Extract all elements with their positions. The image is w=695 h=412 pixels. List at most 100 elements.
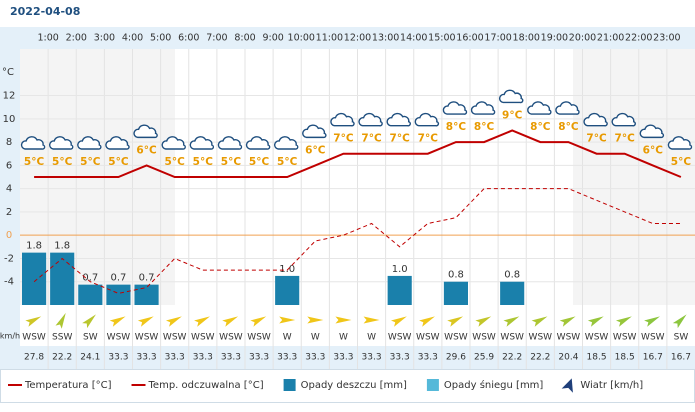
- y-tick-label: 0: [6, 230, 12, 241]
- wind-arrow: [307, 316, 324, 324]
- x-tick-label: 4:00: [122, 33, 143, 44]
- x-tick-label: 8:00: [234, 33, 255, 44]
- wind-direction: WSW: [444, 333, 468, 343]
- wind-arrow: [335, 316, 352, 324]
- x-tick-label: 12:00: [344, 33, 371, 44]
- weather-icon: [527, 101, 552, 115]
- legend-label: Opady śniegu [mm]: [444, 379, 544, 391]
- cloud: [217, 136, 243, 150]
- x-tick-label: 9:00: [262, 33, 283, 44]
- y-tick-label: 8: [6, 137, 12, 148]
- y-tick-label: -2: [4, 253, 14, 264]
- wind-speed: 33.3: [305, 353, 325, 363]
- legend-swatch: [426, 379, 439, 391]
- wind-speed: 27.8: [24, 353, 44, 363]
- x-tick-label: 11:00: [316, 33, 343, 44]
- weather-icon: [498, 89, 524, 104]
- cloud: [245, 136, 271, 150]
- wind-arrow: [587, 316, 604, 327]
- wind-direction: WSW: [191, 333, 215, 343]
- bar-value-label: 0.7: [139, 273, 155, 284]
- wind-speed: 22.2: [502, 353, 522, 363]
- wind-direction: WSW: [472, 333, 496, 343]
- wind-direction: W: [311, 333, 320, 343]
- wind-speed: 33.3: [108, 353, 128, 363]
- wind-speed: 16.7: [643, 353, 663, 363]
- weather-icon: [470, 101, 496, 115]
- wind-speed: 25.9: [474, 353, 494, 363]
- x-tick-label: 20:00: [569, 33, 596, 44]
- wind-arrow: [109, 316, 126, 327]
- wind-direction: WSW: [107, 333, 131, 343]
- x-tick-label: 18:00: [513, 33, 540, 44]
- weather-icon: [302, 124, 327, 139]
- cloud: [667, 136, 693, 150]
- precip-bar: [443, 281, 468, 305]
- wind-direction: WSW: [163, 333, 187, 343]
- wind-direction: W: [339, 333, 348, 343]
- y-axis-label: °C: [2, 67, 14, 78]
- wind-direction: WSW: [585, 333, 609, 343]
- cloud: [20, 136, 46, 150]
- precip-bar: [22, 252, 47, 305]
- y-tick-label: 4: [6, 184, 12, 195]
- wind-direction: WSW: [388, 333, 412, 343]
- feels-like-line: [33, 188, 681, 294]
- x-tick-label: 16:00: [456, 33, 483, 44]
- temperature-label: 7°C: [418, 133, 439, 145]
- cloud: [442, 101, 468, 115]
- cloud: [330, 112, 355, 127]
- bar-value-label: 0.7: [82, 273, 98, 284]
- wind-arrow: [672, 314, 687, 329]
- wind-direction: W: [367, 333, 376, 343]
- wind-axis-label: km/h: [0, 332, 20, 341]
- weather-icon: [442, 101, 468, 115]
- temperature-label: 6°C: [136, 144, 157, 156]
- wind-direction: WSW: [22, 333, 46, 343]
- cloud: [189, 136, 215, 150]
- wind-direction: W: [283, 333, 292, 343]
- temperature-label: 5°C: [52, 156, 73, 168]
- cloud: [133, 124, 158, 139]
- hour-band: [0, 27, 695, 49]
- precip-bar: [78, 284, 103, 305]
- wind-arrow: [165, 316, 182, 327]
- bar-value-label: 1.8: [26, 241, 42, 252]
- wind-direction: SSW: [52, 333, 72, 343]
- temperature-label: 5°C: [221, 156, 242, 168]
- precip-bar: [50, 252, 75, 305]
- wind-arrow: [194, 316, 210, 327]
- wind-speed: 33.3: [193, 353, 213, 363]
- wind-arrow: [503, 316, 520, 327]
- temperature-label: 5°C: [80, 156, 101, 168]
- weather-icon: [273, 136, 299, 150]
- wind-arrow: [363, 316, 380, 324]
- wind-direction: WSW: [557, 333, 581, 343]
- wind-speed: 18.5: [615, 353, 635, 363]
- weather-icon: [48, 136, 74, 150]
- cloud: [358, 112, 383, 127]
- wind-direction: WSW: [500, 333, 524, 343]
- temperature-label: 5°C: [193, 156, 214, 168]
- cloud: [639, 124, 665, 139]
- weather-icon: [77, 136, 102, 150]
- bar-value-label: 0.8: [504, 270, 520, 281]
- weather-icon: [667, 136, 693, 150]
- legend-label: Temperatura [°C]: [24, 380, 112, 391]
- axis-band: [0, 49, 20, 369]
- wind-speed: 33.3: [277, 353, 297, 363]
- wind-direction: SW: [83, 333, 98, 343]
- wind-arrow: [137, 316, 154, 327]
- bar-value-label: 0.7: [110, 273, 126, 284]
- weather-icon: [330, 112, 355, 127]
- wind-arrow: [615, 316, 632, 327]
- cloud: [555, 101, 580, 115]
- cloud: [161, 136, 186, 150]
- temperature-label: 7°C: [615, 133, 636, 145]
- temperature-label: 5°C: [249, 156, 270, 168]
- chart-title: 2022-04-08: [10, 5, 80, 18]
- temperature-label: 6°C: [643, 144, 664, 156]
- temperature-label: 8°C: [474, 121, 495, 133]
- x-tick-label: 10:00: [288, 33, 315, 44]
- wind-direction: WSW: [219, 333, 243, 343]
